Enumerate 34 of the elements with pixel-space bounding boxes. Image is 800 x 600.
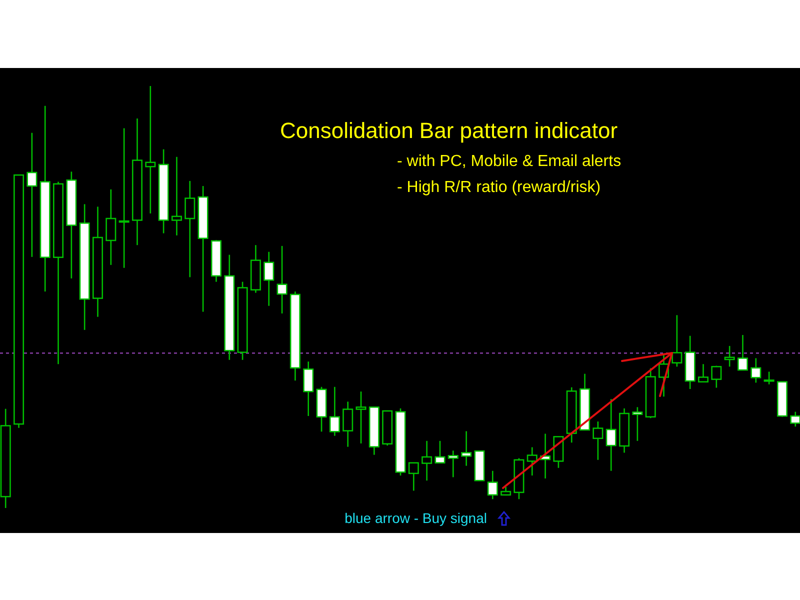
candlestick [26, 132, 38, 258]
candlestick [724, 345, 735, 368]
text: - with PC, Mobile & Email alerts [397, 153, 622, 170]
candlestick [750, 358, 762, 384]
candlestick [329, 386, 340, 436]
candlestick [171, 156, 182, 236]
candlestick [118, 128, 130, 269]
candlestick [632, 406, 643, 442]
text: blue arrow - Buy signal [344, 510, 487, 526]
candlestick [606, 398, 616, 472]
candlestick [448, 450, 458, 478]
candlestick [356, 390, 366, 444]
candlestick [184, 180, 196, 278]
candlestick [106, 188, 116, 266]
candlestick [790, 411, 800, 428]
text: Consolidation Bar pattern indicator [280, 118, 618, 143]
candlestick [342, 401, 354, 448]
candlestick [303, 360, 314, 417]
candlestick [264, 251, 274, 307]
candlestick [408, 462, 419, 492]
candlestick [461, 430, 472, 466]
candlestick [422, 440, 432, 482]
candlestick [276, 245, 288, 314]
candlestick [592, 420, 604, 461]
candlestick [764, 371, 774, 386]
candlestick [145, 85, 156, 214]
candlestick [487, 470, 498, 500]
candlestick [711, 365, 722, 388]
candlestick [434, 440, 446, 464]
candlestick [526, 446, 538, 476]
candlestick [698, 363, 709, 382]
annotation: - High R/R ratio (reward/risk) [397, 179, 601, 196]
candlestick [737, 334, 748, 371]
candlestick [672, 314, 682, 368]
